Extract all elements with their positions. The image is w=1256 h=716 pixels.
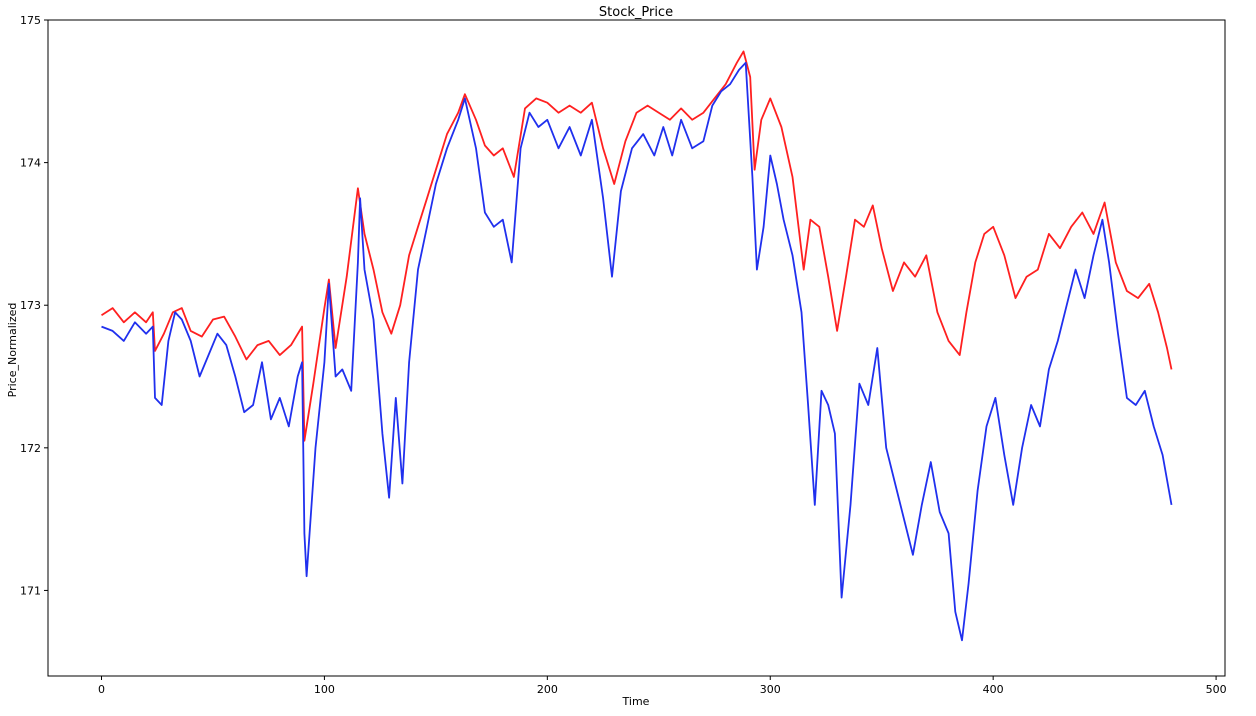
x-tick-label: 0 xyxy=(98,683,105,696)
y-tick-label: 174 xyxy=(20,157,41,170)
x-axis-title: Time xyxy=(622,695,650,708)
y-tick-label: 175 xyxy=(20,14,41,27)
y-tick-label: 173 xyxy=(20,299,41,312)
x-tick-label: 300 xyxy=(760,683,781,696)
y-axis-ticks: 171 172 173 174 175 xyxy=(20,14,48,597)
x-tick-label: 400 xyxy=(983,683,1004,696)
y-axis-title: Price_Normalized xyxy=(6,303,19,398)
y-tick-label: 171 xyxy=(20,584,41,597)
series-line-1 xyxy=(101,50,1173,442)
series-lines xyxy=(101,50,1173,642)
x-tick-label: 500 xyxy=(1206,683,1227,696)
series-line-2 xyxy=(101,61,1173,642)
x-tick-label: 100 xyxy=(314,683,335,696)
y-tick-label: 172 xyxy=(20,442,41,455)
chart-title: Stock_Price xyxy=(599,5,673,20)
x-axis-ticks: 0 100 200 300 400 500 xyxy=(98,676,1227,696)
plot-frame xyxy=(47,19,1226,677)
x-tick-label: 200 xyxy=(537,683,558,696)
